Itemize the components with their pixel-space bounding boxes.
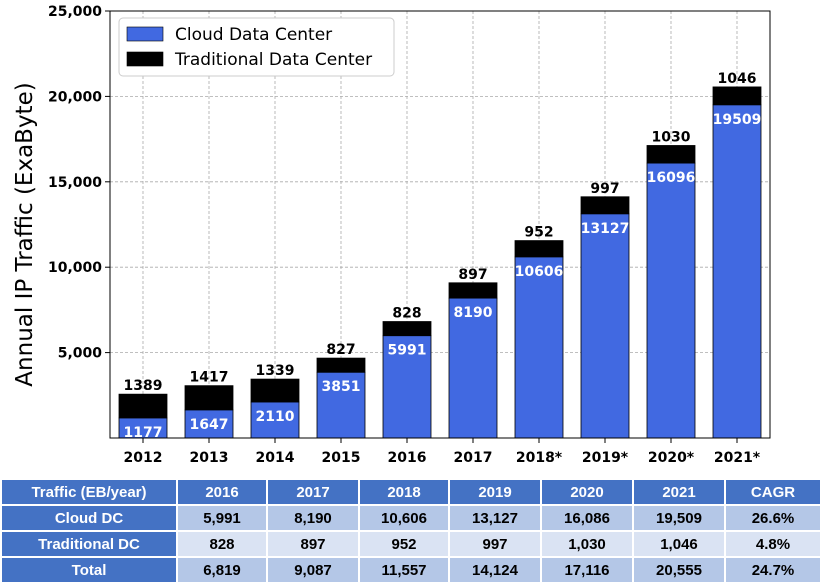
data-label-traditional: 1339 <box>256 363 295 379</box>
data-label-cloud: 19509 <box>713 112 762 128</box>
bar-cloud-2021 <box>712 104 762 439</box>
bar-traditional-2016 <box>382 321 432 337</box>
table-cell: 10,606 <box>358 504 450 532</box>
bar-traditional-2021 <box>712 86 762 106</box>
table-cell: 5,991 <box>176 504 268 532</box>
header-2019: 2019 <box>448 478 542 506</box>
x-tick-label: 2018* <box>516 450 563 466</box>
legend-label: Traditional Data Center <box>174 50 372 70</box>
y-tick-label: 20,000 <box>48 89 102 105</box>
bar-traditional-2018 <box>514 240 564 258</box>
data-labels: 1177 1389 1647 1417 2110 1339 3851 827 5991 828 81… <box>124 71 762 441</box>
table-cell: 13,127 <box>448 504 542 532</box>
header-2016: 2016 <box>176 478 268 506</box>
header-label: Traffic (EB/year) <box>0 478 178 506</box>
data-label-cloud: 16096 <box>647 170 696 186</box>
legend-swatch <box>126 26 164 42</box>
data-label-traditional: 1046 <box>718 71 757 87</box>
bar-cloud-2018 <box>514 256 564 439</box>
table-row-total: Total 6,819 9,087 11,557 14,124 17,116 2… <box>0 556 820 584</box>
table-cell: 897 <box>266 530 360 558</box>
y-axis-label: Annual IP Traffic (ExaByte) <box>12 82 38 386</box>
data-label-traditional: 897 <box>458 267 487 283</box>
header-2020: 2020 <box>540 478 634 506</box>
data-label-traditional: 1389 <box>124 378 163 394</box>
plot-frame <box>109 10 771 439</box>
data-label-cloud: 10606 <box>515 264 564 280</box>
bar-cloud-2019 <box>580 213 630 439</box>
header-cagr: CAGR <box>724 478 820 506</box>
x-tick-label: 2019* <box>582 450 629 466</box>
row-label: Total <box>0 556 178 584</box>
table-cell: 24.7% <box>724 556 820 584</box>
axes: 5,000 10,000 15,000 20,000 25,000 2012 2013 201… <box>48 4 761 466</box>
x-tick-label: 2017 <box>454 450 493 466</box>
table-cell: 19,509 <box>632 504 726 532</box>
table-cell: 1,030 <box>540 530 634 558</box>
x-tick-label: 2016 <box>388 450 427 466</box>
row-label: Traditional DC <box>0 530 178 558</box>
x-tick-label: 2021* <box>714 450 761 466</box>
y-tick-label: 25,000 <box>48 4 102 20</box>
table-cell: 6,819 <box>176 556 268 584</box>
legend-label: Cloud Data Center <box>175 25 332 45</box>
y-tick-label: 5,000 <box>58 346 103 362</box>
data-label-cloud: 3851 <box>322 379 361 395</box>
table-row-cloud: Cloud DC 5,991 8,190 10,606 13,127 16,08… <box>0 504 820 532</box>
header-2021: 2021 <box>632 478 726 506</box>
legend-swatch <box>126 51 164 67</box>
table-cell: 20,555 <box>632 556 726 584</box>
table-cell: 11,557 <box>358 556 450 584</box>
table-header-row: Traffic (EB/year) 2016 2017 2018 2019 20… <box>0 478 820 506</box>
legend: Cloud Data Center Traditional Data Center <box>118 17 395 77</box>
header-2017: 2017 <box>266 478 360 506</box>
data-label-traditional: 952 <box>524 225 553 241</box>
data-label-traditional: 997 <box>590 181 619 197</box>
data-label-traditional: 827 <box>326 342 355 358</box>
x-tick-label: 2012 <box>124 450 163 466</box>
legend-box <box>118 17 395 77</box>
table-cell: 14,124 <box>448 556 542 584</box>
table-row-traditional: Traditional DC 828 897 952 997 1,030 1,0… <box>0 530 820 558</box>
bar-traditional-2015 <box>316 357 366 373</box>
bar-traditional-2017 <box>448 282 498 299</box>
table-cell: 26.6% <box>724 504 820 532</box>
table-cell: 952 <box>358 530 450 558</box>
data-label-traditional: 828 <box>392 306 421 322</box>
data-label-cloud: 8190 <box>454 305 493 321</box>
bar-traditional-2013 <box>184 385 234 411</box>
table-cell: 8,190 <box>266 504 360 532</box>
x-tick-label: 2013 <box>190 450 229 466</box>
y-tick-label: 15,000 <box>48 175 102 191</box>
table-cell: 17,116 <box>540 556 634 584</box>
data-label-cloud: 5991 <box>388 343 427 359</box>
table-cell: 828 <box>176 530 268 558</box>
x-tick-label: 2014 <box>256 450 295 466</box>
bar-cloud-2020 <box>646 162 696 439</box>
table-cell: 4.8% <box>724 530 820 558</box>
bar-cloud-2017 <box>448 297 498 439</box>
x-tick-label: 2020* <box>648 450 695 466</box>
data-label-cloud: 1647 <box>190 417 229 433</box>
row-label: Cloud DC <box>0 504 178 532</box>
x-tick-label: 2015 <box>322 450 361 466</box>
bar-traditional-2020 <box>646 145 696 164</box>
traffic-table: Traffic (EB/year) 2016 2017 2018 2019 20… <box>0 478 820 584</box>
table-cell: 9,087 <box>266 556 360 584</box>
table-cell: 1,046 <box>632 530 726 558</box>
header-2018: 2018 <box>358 478 450 506</box>
data-label-traditional: 1030 <box>652 129 691 145</box>
data-label-cloud: 2110 <box>256 409 295 425</box>
bar-traditional-2012 <box>118 393 168 419</box>
table-cell: 997 <box>448 530 542 558</box>
data-label-cloud: 13127 <box>581 221 630 237</box>
y-tick-label: 10,000 <box>48 260 102 276</box>
table-cell: 16,086 <box>540 504 634 532</box>
data-label-cloud: 1177 <box>124 425 163 441</box>
bar-traditional-2014 <box>250 378 300 403</box>
data-label-traditional: 1417 <box>190 370 229 386</box>
bar-traditional-2019 <box>580 196 630 215</box>
stacked-bar-chart: 1177 1389 1647 1417 2110 1339 3851 827 5991 828 81… <box>12 4 771 466</box>
